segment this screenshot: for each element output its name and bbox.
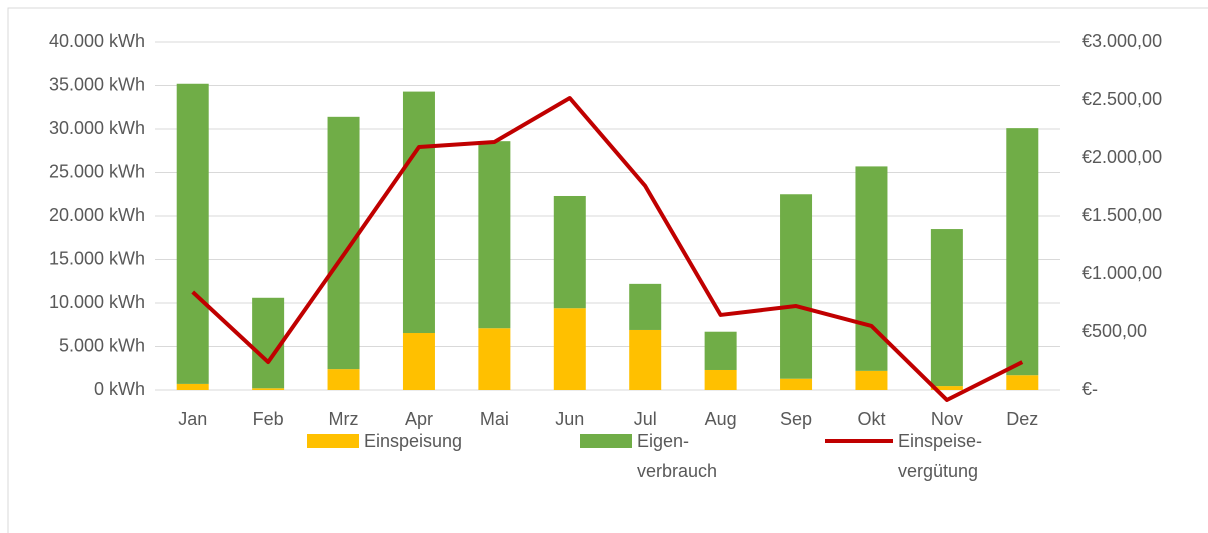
legend-label: Einspeise- vergütung	[898, 431, 983, 481]
bar	[327, 116, 360, 370]
bar	[478, 328, 511, 390]
bar	[176, 83, 209, 384]
y-tick-label: 0 kWh	[94, 379, 145, 399]
bar	[553, 195, 586, 309]
y-tick-label: 25.000 kWh	[49, 161, 145, 181]
bar	[629, 283, 662, 330]
line	[191, 96, 1024, 402]
bar	[402, 333, 435, 390]
y2-tick-label: €3.000,00	[1082, 31, 1162, 51]
y-tick-label: 40.000 kWh	[49, 31, 145, 51]
y-tick-label: 30.000 kWh	[49, 118, 145, 138]
y2-tick-label: €2.000,00	[1082, 147, 1162, 167]
x-tick-label: Jun	[555, 409, 584, 429]
bar	[629, 329, 662, 390]
bar	[930, 386, 963, 390]
bar	[930, 229, 963, 387]
x-tick-label: Dez	[1006, 409, 1038, 429]
y-tick-label: 35.000 kWh	[49, 74, 145, 94]
bar	[1006, 128, 1039, 376]
bar	[855, 166, 888, 371]
y2-tick-label: €500,00	[1082, 321, 1147, 341]
y2-tick-label: €-	[1082, 379, 1098, 399]
y2-tick-label: €2.500,00	[1082, 89, 1162, 109]
legend-label: Einspeisung	[364, 431, 463, 451]
x-tick-label: Sep	[780, 409, 812, 429]
bar	[327, 369, 360, 390]
bar	[402, 91, 435, 334]
bar	[855, 370, 888, 390]
legend-swatch	[307, 434, 359, 448]
bar	[704, 331, 737, 370]
chart-frame	[7, 7, 1208, 533]
bar	[252, 297, 285, 389]
legend-swatch	[580, 434, 632, 448]
bar	[1006, 375, 1039, 390]
y-tick-label: 15.000 kWh	[49, 248, 145, 268]
bar	[553, 308, 586, 390]
x-tick-label: Jan	[178, 409, 207, 429]
bar	[780, 194, 813, 379]
y2-tick-label: €1.000,00	[1082, 263, 1162, 283]
y2-tick-label: €1.500,00	[1082, 205, 1162, 225]
bar	[704, 369, 737, 390]
y-tick-label: 5.000 kWh	[59, 335, 145, 355]
x-tick-label: Mai	[480, 409, 509, 429]
x-tick-label: Aug	[705, 409, 737, 429]
bar	[780, 378, 813, 390]
bar	[478, 141, 511, 329]
x-tick-label: Apr	[405, 409, 433, 429]
x-tick-label: Nov	[931, 409, 963, 429]
x-tick-label: Okt	[857, 409, 885, 429]
bar	[176, 383, 209, 390]
x-tick-label: Mrz	[329, 409, 359, 429]
x-tick-label: Feb	[253, 409, 284, 429]
legend-label: Eigen- verbrauch	[637, 431, 718, 481]
x-tick-label: Jul	[634, 409, 657, 429]
y-tick-label: 10.000 kWh	[49, 292, 145, 312]
bar	[252, 388, 285, 390]
y-tick-label: 20.000 kWh	[49, 205, 145, 225]
